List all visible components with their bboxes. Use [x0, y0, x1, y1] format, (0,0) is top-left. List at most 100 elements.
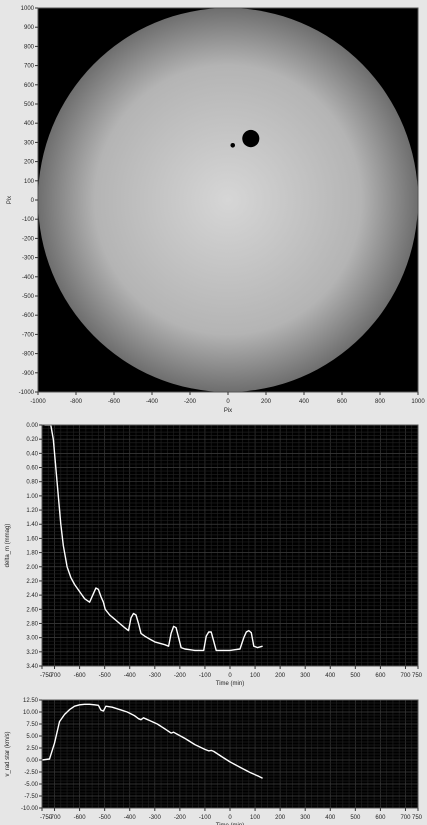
x-tick-label: 100: [250, 673, 261, 679]
y-tick-label: 400: [24, 121, 35, 127]
x-tick-label: -600: [108, 399, 121, 405]
x-tick-label: 400: [325, 815, 336, 821]
radial-velocity-plot: -750-700 -600 -500 -400 -300 -200 -100 0 100 200 3…: [5, 698, 423, 825]
y-tick-label: 0: [31, 198, 35, 204]
x-tick-label: 500: [350, 815, 361, 821]
x-tick-label: -500: [99, 673, 112, 679]
x-tick-label: 1000: [411, 399, 425, 405]
y-tick-label: 0.00: [26, 423, 38, 429]
x-tick-label: 600: [375, 673, 386, 679]
y-tick-label: 7.50: [26, 722, 38, 728]
y-tick-label: -300: [22, 256, 35, 262]
x-tick-label: -200: [184, 399, 197, 405]
y-tick-label: 2.00: [26, 565, 38, 571]
y-tick-label: -1000: [19, 390, 35, 396]
x-tick-label: 0: [228, 815, 232, 821]
y-axis-label: delta_m (mmag): [5, 524, 11, 568]
y-tick-label: 0.80: [26, 480, 38, 486]
x-tick-label: -700: [49, 815, 62, 821]
y-tick-label: -5.00: [24, 782, 38, 788]
y-tick-label: 600: [24, 83, 35, 89]
y-tick-label: 3.00: [26, 636, 38, 642]
x-tick-label: 200: [261, 399, 272, 405]
light-curve-plot: -750-700 -600 -500 -400 -300 -200 -100 0 100 200 3…: [5, 423, 423, 687]
planet-spot-0: [242, 129, 260, 148]
series-line: [44, 424, 263, 652]
x-tick-label: 750: [412, 673, 423, 679]
x-tick-label: 800: [375, 399, 386, 405]
x-tick-label: 200: [275, 673, 286, 679]
x-tick-label: 500: [350, 673, 361, 679]
y-tick-label: 12.50: [23, 698, 39, 704]
x-tick-label: -300: [149, 673, 162, 679]
y-tick-label: -500: [22, 294, 35, 300]
x-tick-label: -800: [70, 399, 83, 405]
y-tick-label: 0.40: [26, 451, 38, 457]
x-tick-label: -1000: [30, 399, 46, 405]
x-tick-label: 100: [250, 815, 261, 821]
y-tick-label: -600: [22, 313, 35, 319]
y-tick-label: 0.60: [26, 466, 38, 472]
x-tick-label: -700: [49, 673, 62, 679]
y-tick-label: 900: [24, 25, 35, 31]
stellar-disk: [38, 8, 418, 392]
y-tick-label: 2.50: [26, 746, 38, 752]
y-tick-label: -100: [22, 217, 35, 223]
y-tick-label: 3.20: [26, 650, 38, 656]
x-tick-label: -100: [199, 673, 212, 679]
x-tick-label: -400: [124, 815, 137, 821]
y-tick-label: 0.00: [26, 758, 38, 764]
y-tick-label: -800: [22, 352, 35, 358]
x-tick-label: -750: [40, 815, 53, 821]
y-tick-label: -200: [22, 236, 35, 242]
grid: [41, 699, 419, 809]
y-tick-label: 2.80: [26, 621, 38, 627]
y-tick-label: 1000: [21, 6, 35, 12]
y-tick-label: -700: [22, 332, 35, 338]
x-tick-label: -600: [74, 815, 87, 821]
x-tick-label: -300: [149, 815, 162, 821]
y-tick-label: 5.00: [26, 734, 38, 740]
series-line: [41, 703, 263, 779]
y-tick-label: 200: [24, 160, 35, 166]
y-tick-label: 2.60: [26, 607, 38, 613]
y-tick-label: -400: [22, 275, 35, 281]
x-tick-label: -200: [174, 815, 187, 821]
y-axis-label: v_rad star (km/s): [5, 731, 11, 776]
x-tick-label: -400: [146, 399, 159, 405]
x-tick-label: -100: [199, 815, 212, 821]
x-tick-label: 400: [325, 673, 336, 679]
x-tick-label: 400: [299, 399, 310, 405]
x-tick-label: 600: [375, 815, 386, 821]
y-tick-label: 800: [24, 44, 35, 50]
y-tick-label: -900: [22, 371, 35, 377]
x-tick-label: -400: [124, 673, 137, 679]
x-tick-label: 700: [400, 815, 411, 821]
y-tick-label: 2.20: [26, 579, 38, 585]
y-tick-label: 1.00: [26, 494, 38, 500]
x-tick-label: 750: [412, 815, 423, 821]
y-axis-label: Pix: [7, 196, 13, 204]
x-tick-label: 0: [228, 673, 232, 679]
y-tick-label: 700: [24, 64, 35, 70]
y-tick-label: 1.60: [26, 536, 38, 542]
x-tick-label: -600: [74, 673, 87, 679]
y-tick-label: 1.40: [26, 522, 38, 528]
grid: [41, 424, 419, 667]
y-tick-label: 3.40: [26, 664, 38, 670]
y-tick-label: 300: [24, 140, 35, 146]
x-axis-label: Time (min): [216, 681, 244, 687]
y-tick-label: 1.80: [26, 551, 38, 557]
x-tick-label: -500: [99, 815, 112, 821]
y-tick-label: -10.00: [21, 806, 39, 812]
x-tick-label: 700: [400, 673, 411, 679]
y-tick-label: -2.50: [24, 770, 38, 776]
stellar-disk-plot: -1000 -800 -600 -400 -200 0 200 400 600 800 1000 10…: [7, 6, 425, 413]
y-tick-label: 0.20: [26, 437, 38, 443]
x-tick-label: 300: [300, 673, 311, 679]
y-tick-label: 1.20: [26, 508, 38, 514]
x-tick-label: -750: [40, 673, 53, 679]
planet-spot-1: [230, 142, 236, 148]
y-tick-label: 2.40: [26, 593, 38, 599]
